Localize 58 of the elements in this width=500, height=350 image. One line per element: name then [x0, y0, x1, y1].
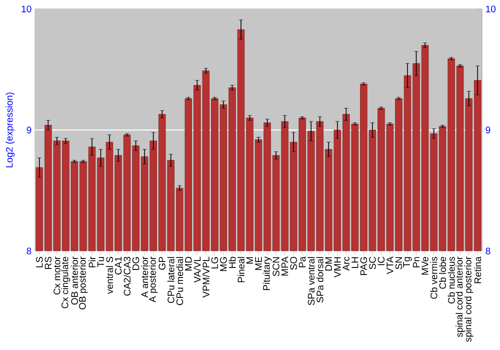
x-tick-label: CA2/CA3 [124, 256, 131, 296]
x-tick-label: SCN [272, 257, 280, 276]
x-tick-label: MPA [282, 256, 288, 276]
x-tick-label: spinal cord posterior [464, 256, 474, 342]
y-axis-title: Log2 (expression) [6, 92, 15, 168]
x-tick-label: LH [352, 257, 358, 268]
x-tick-label: VMH [334, 257, 341, 278]
y-tick-label: 8 [26, 248, 32, 254]
x-tick-label: Retina [474, 256, 482, 284]
x-tick-label: Cx cingulate [61, 256, 70, 308]
y-tick-label: 9 [26, 126, 32, 134]
x-tick-label: A anterior [141, 256, 148, 298]
x-tick-label: VA/VL [194, 256, 201, 283]
x-tick-label: Cb vermis [430, 256, 438, 299]
x-tick-label: ventral S [106, 256, 113, 294]
x-tick-label: Pir [88, 256, 96, 268]
x-tick-label: SN [395, 257, 402, 270]
x-tick-label: DM [325, 257, 332, 270]
x-tick-label: Pituitary [262, 256, 272, 290]
x-tick-label: CPu medial [176, 257, 184, 306]
x-tick-label: DG [132, 257, 140, 270]
x-tick-label: MD [185, 256, 192, 270]
x-tick-label: SC [369, 256, 376, 270]
y2-tick-label: 10 [486, 6, 496, 12]
x-tick-label: Cb lobe [439, 256, 446, 289]
x-tick-label: OB anterior [70, 256, 78, 305]
x-tick-label: VTA [386, 256, 394, 274]
x-tick-label: MVe [422, 256, 428, 275]
x-tick-label: PAG [360, 257, 368, 276]
x-tick-label: Hb [228, 256, 236, 268]
x-tick-label: MG [220, 257, 227, 271]
x-tick-label: Tu [97, 257, 104, 267]
x-tick-label: Pn [412, 257, 420, 268]
x-tick-label: Tg [403, 257, 412, 268]
y2-tick-label: 9 [486, 126, 490, 134]
x-tick-label: LS [36, 256, 43, 268]
x-tick-label: Cb nucleus [448, 256, 455, 304]
y-tick-label: 10 [22, 6, 32, 12]
x-tick-label: SPa ventral [308, 257, 315, 306]
x-tick-label: CA1 [114, 256, 122, 274]
x-tick-label: spinal cord anterior [456, 256, 465, 337]
x-tick-label: A posterior [148, 256, 158, 302]
x-tick-label: ME [255, 256, 262, 270]
x-tick-label: M [246, 257, 254, 264]
x-tick-label: VPM/VPL [202, 256, 210, 298]
x-tick-label: LG [211, 257, 218, 268]
x-tick-label: SPa dorsal [316, 257, 324, 302]
x-tick-label: IC [378, 256, 385, 266]
x-tick-label: SO [290, 256, 297, 270]
x-tick-label: Cx motor [54, 256, 60, 295]
x-tick-label: Pa [299, 256, 306, 268]
x-tick-label: RS [44, 256, 52, 269]
x-tick-label: OB posterior [78, 256, 88, 310]
x-tick-label: Arc [342, 256, 350, 271]
y2-tick-label: 8 [486, 248, 490, 254]
x-tick-label: GP [158, 256, 166, 270]
x-tick-label: Pineal [237, 257, 244, 282]
x-tick-label: CPu lateral [167, 257, 174, 303]
